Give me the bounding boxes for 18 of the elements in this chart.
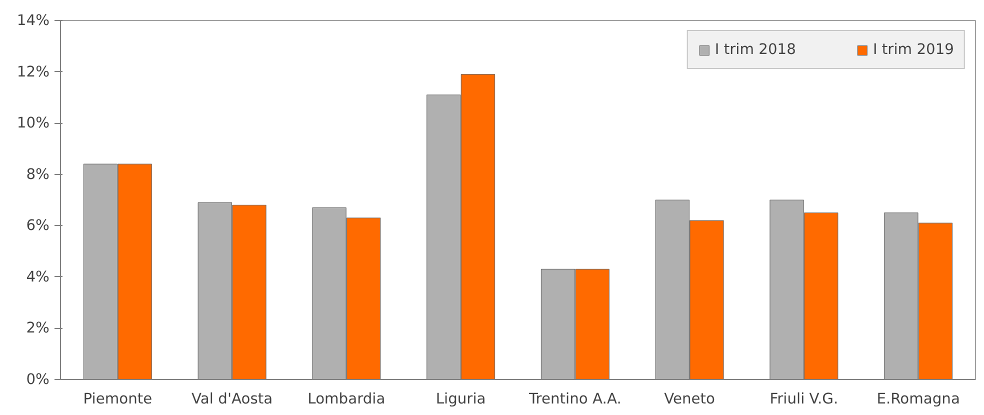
y-tick-label: 4% [26, 268, 50, 286]
legend-label: I trim 2019 [872, 41, 954, 58]
y-tick-label: 14% [16, 12, 50, 29]
x-tick-label: Piemonte [83, 390, 152, 408]
x-tick-label: Lombardia [308, 390, 386, 408]
x-tick-label: Liguria [436, 390, 486, 408]
x-tick-label: Val d'Aosta [192, 390, 273, 408]
y-tick-label: 12% [16, 63, 50, 80]
x-tick-label: Trentino A.A. [528, 390, 622, 408]
y-tick-label: 6% [26, 217, 50, 234]
x-tick-label: Friuli V.G. [770, 390, 838, 408]
y-tick-label: 10% [16, 114, 50, 132]
y-tick-label: 2% [26, 320, 50, 337]
y-tick-label: 0% [26, 371, 50, 388]
x-tick-label: E.Romagna [876, 390, 960, 408]
y-tick-label: 8% [26, 166, 50, 183]
x-tick-label: Veneto [664, 390, 716, 408]
legend-label: I trim 2018 [714, 41, 796, 58]
